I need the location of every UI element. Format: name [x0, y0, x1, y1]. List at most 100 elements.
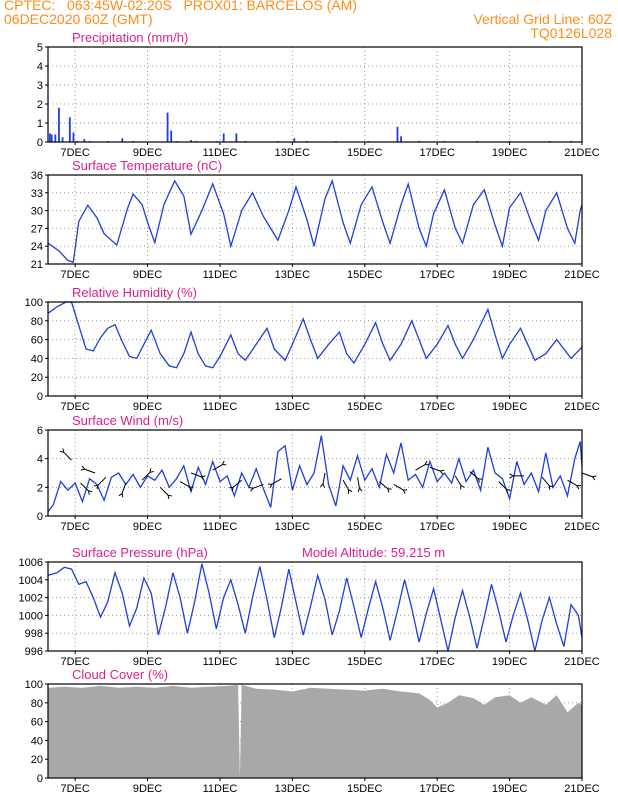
- cloud-cover-area: [48, 684, 582, 778]
- wind-arrow-shaft: [212, 464, 223, 471]
- panel-frame: [47, 561, 583, 652]
- y-tick-label: 2: [37, 99, 43, 111]
- wind-arrow-head: [249, 486, 254, 489]
- wind-arrow-head: [118, 492, 123, 497]
- wind-arrow-head: [201, 475, 206, 478]
- x-tick-label: 21DEC: [564, 147, 600, 159]
- wind-arrow-shaft: [378, 481, 389, 490]
- precip-bar: [83, 139, 86, 142]
- wind-arrow-head: [440, 469, 445, 472]
- y-tick-label: 80: [31, 698, 43, 710]
- y-tick-label: 30: [31, 206, 43, 218]
- x-tick-label: 13DEC: [275, 656, 311, 668]
- wind-arrow-shaft: [159, 486, 169, 496]
- wind-arrow-head: [59, 450, 64, 453]
- precip-bar: [400, 136, 402, 142]
- x-tick-label: 7DEC: [60, 269, 89, 281]
- wind-arrow-shaft: [141, 472, 151, 481]
- wind-arrow-shaft: [567, 479, 578, 487]
- y-tick-label: 20: [31, 372, 43, 384]
- wind-arrow-head: [81, 465, 86, 470]
- y-tick-label: 0: [37, 137, 43, 149]
- wind-arrow-shaft: [232, 479, 243, 488]
- y-tick-label: 0: [37, 773, 43, 785]
- x-tick-label: 19DEC: [492, 269, 528, 281]
- wind-arrow-head: [231, 487, 234, 492]
- wind-arrow-shaft: [393, 484, 404, 491]
- wind-arrow-head: [320, 483, 324, 488]
- wind-arrow-head: [509, 475, 514, 479]
- y-tick-label: 998: [25, 628, 43, 640]
- y-tick-label: 4: [37, 61, 43, 73]
- header-code: TQ0126L028: [530, 25, 612, 41]
- wind-arrow-head: [80, 468, 85, 471]
- y-tick-label: 5: [37, 42, 43, 54]
- y-tick-label: 3: [37, 80, 43, 92]
- wind-arrow-shaft: [190, 472, 202, 478]
- wind-arrow-head: [167, 494, 170, 500]
- panel-title: Cloud Cover (%): [72, 667, 168, 682]
- panel-title: Surface Pressure (hPa): [72, 545, 208, 560]
- panel-frame: [47, 174, 583, 265]
- x-tick-label: 13DEC: [275, 783, 311, 795]
- series-line: [47, 563, 583, 652]
- precip-bar: [166, 112, 169, 142]
- y-tick-label: 2: [37, 482, 43, 494]
- x-tick-label: 21DEC: [564, 401, 600, 413]
- panel-annotation: Model Altitude: 59.215 m: [302, 545, 445, 560]
- wind-arrow-shaft: [342, 479, 349, 490]
- x-tick-label: 21DEC: [564, 269, 600, 281]
- wind-arrow-shaft: [84, 468, 96, 474]
- x-tick-label: 7DEC: [60, 783, 89, 795]
- panel-title: Surface Temperature (nC): [72, 158, 222, 173]
- x-tick-label: 9DEC: [133, 269, 162, 281]
- wind-arrow-head: [87, 490, 90, 495]
- panel-frame: [47, 46, 583, 143]
- wind-arrow-head: [322, 483, 325, 488]
- wind-arrow-head: [200, 476, 205, 481]
- wind-arrow-head: [387, 488, 390, 493]
- wind-arrow-shaft: [541, 476, 550, 487]
- wind-arrow-shaft: [454, 475, 462, 486]
- panel-title: Relative Humidity (%): [72, 285, 197, 300]
- wind-arrow-shaft: [469, 471, 479, 480]
- x-tick-label: 7DEC: [60, 656, 89, 668]
- x-tick-label: 17DEC: [419, 783, 455, 795]
- wind-arrow-head: [576, 485, 580, 490]
- x-tick-label: 9DEC: [133, 401, 162, 413]
- x-tick-label: 17DEC: [419, 147, 455, 159]
- wind-arrow-shaft: [322, 472, 326, 484]
- x-tick-label: 21DEC: [564, 656, 600, 668]
- wind-arrow-head: [121, 493, 124, 498]
- panel-title: Surface Wind (m/s): [72, 413, 183, 428]
- x-tick-label: 15DEC: [347, 521, 383, 533]
- wind-arrow-head: [439, 470, 444, 475]
- x-tick-label: 19DEC: [492, 147, 528, 159]
- y-tick-label: 20: [31, 754, 43, 766]
- y-tick-label: 1000: [19, 610, 43, 622]
- wind-arrow-head: [149, 470, 154, 473]
- wind-arrow-head: [348, 489, 353, 493]
- y-tick-label: 4: [37, 454, 43, 466]
- y-tick-label: 21: [31, 259, 43, 271]
- wind-arrow-shaft: [97, 476, 107, 486]
- precip-bar: [72, 132, 75, 142]
- y-tick-label: 100: [25, 297, 43, 309]
- wind-arrow-head: [149, 468, 152, 473]
- x-tick-label: 13DEC: [275, 401, 311, 413]
- x-tick-label: 7DEC: [60, 401, 89, 413]
- y-tick-label: 1004: [19, 575, 43, 587]
- wind-arrow-head: [424, 460, 428, 465]
- x-tick-label: 15DEC: [347, 269, 383, 281]
- wind-arrow-head: [359, 487, 363, 492]
- wind-arrow-head: [509, 473, 514, 477]
- precip-bar: [170, 130, 173, 142]
- x-tick-label: 13DEC: [275, 147, 311, 159]
- wind-arrow-head: [477, 478, 480, 483]
- x-tick-label: 13DEC: [275, 521, 311, 533]
- x-tick-label: 19DEC: [492, 521, 528, 533]
- precip-bar: [68, 117, 71, 142]
- wind-arrow-head: [250, 487, 254, 492]
- x-tick-label: 7DEC: [60, 147, 89, 159]
- wind-arrow-shaft: [415, 464, 426, 471]
